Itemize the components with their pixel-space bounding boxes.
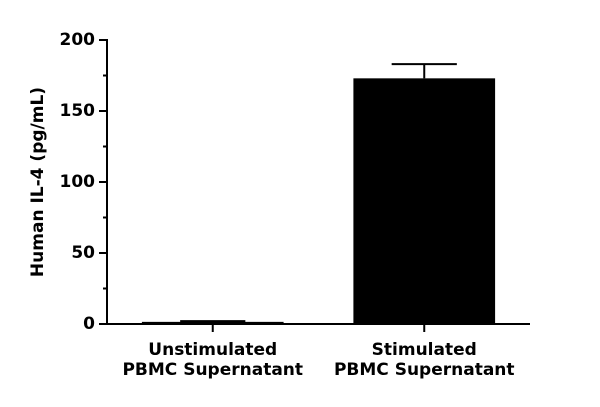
y-tick-label: 0 — [83, 314, 95, 334]
y-tick-label: 100 — [60, 172, 96, 192]
y-tick-label: 150 — [60, 101, 96, 121]
bar — [353, 78, 496, 324]
y-axis-label: Human IL-4 (pg/mL) — [28, 87, 48, 277]
x-tick-label: PBMC Supernatant — [334, 360, 515, 380]
y-tick-label: 50 — [71, 243, 95, 263]
bar — [141, 321, 284, 324]
y-tick-label: 200 — [60, 30, 96, 50]
x-tick-label: PBMC Supernatant — [122, 360, 303, 380]
x-tick-label: Unstimulated — [148, 340, 277, 360]
x-tick-label: Stimulated — [372, 340, 477, 360]
